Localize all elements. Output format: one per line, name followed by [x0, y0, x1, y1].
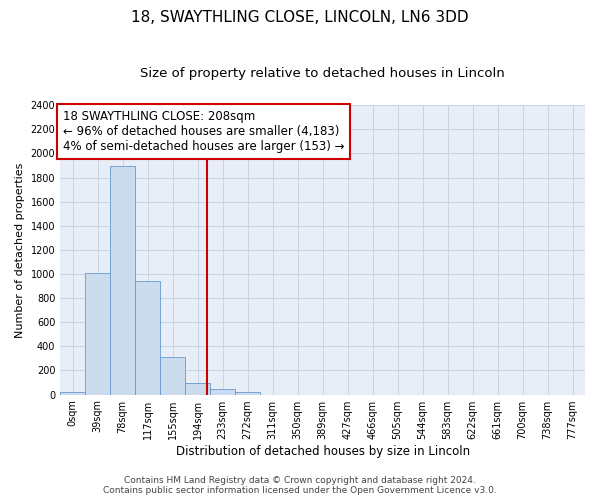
Text: 18, SWAYTHLING CLOSE, LINCOLN, LN6 3DD: 18, SWAYTHLING CLOSE, LINCOLN, LN6 3DD	[131, 10, 469, 25]
Bar	[160, 357, 185, 395]
Title: Size of property relative to detached houses in Lincoln: Size of property relative to detached ho…	[140, 68, 505, 80]
Bar	[210, 389, 235, 394]
Bar	[135, 282, 160, 395]
Bar	[235, 392, 260, 394]
Text: Contains HM Land Registry data © Crown copyright and database right 2024.
Contai: Contains HM Land Registry data © Crown c…	[103, 476, 497, 495]
Bar	[60, 392, 85, 394]
X-axis label: Distribution of detached houses by size in Lincoln: Distribution of detached houses by size …	[176, 444, 470, 458]
Bar	[185, 382, 210, 394]
Y-axis label: Number of detached properties: Number of detached properties	[15, 162, 25, 338]
Bar	[110, 166, 135, 394]
Text: 18 SWAYTHLING CLOSE: 208sqm
← 96% of detached houses are smaller (4,183)
4% of s: 18 SWAYTHLING CLOSE: 208sqm ← 96% of det…	[63, 110, 344, 152]
Bar	[85, 273, 110, 394]
